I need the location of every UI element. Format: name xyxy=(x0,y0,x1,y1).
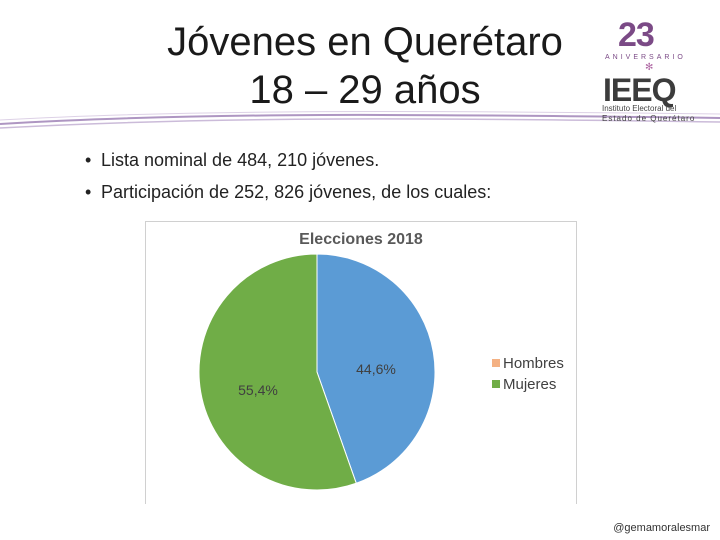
legend-swatch-mujeres xyxy=(492,380,500,388)
chart-container: Elecciones 2018 44,6% 55,4% Hombres Mujeres xyxy=(145,221,577,504)
decorative-swoosh xyxy=(0,111,720,129)
logo-institution-line-2: Estado de Querétaro xyxy=(602,114,696,123)
pie-slice-mujeres xyxy=(198,253,357,491)
bullet-text: Participación de 252, 826 jóvenes, de lo… xyxy=(101,182,492,202)
logo-institution-line-1: Instituto Electoral del xyxy=(602,104,677,113)
logo-acronym: IEEQ xyxy=(603,72,676,108)
slide-title: Jóvenes en Querétaro 18 – 29 años xyxy=(150,18,580,114)
data-label-mujeres: 55,4% xyxy=(238,382,278,398)
chart-title: Elecciones 2018 xyxy=(299,231,423,248)
bullet-list: • Lista nominal de 484, 210 jóvenes. • Par… xyxy=(85,148,491,212)
pie-chart: Elecciones 2018 44,6% 55,4% Hombres Mujeres xyxy=(198,231,564,491)
bullet-item: • Participación de 252, 826 jóvenes, de l… xyxy=(85,180,491,212)
legend-label-hombres: Hombres xyxy=(503,355,564,372)
logo-star-icon: ✻ xyxy=(645,62,654,73)
title-line-1: Jóvenes en Querétaro xyxy=(167,20,563,64)
legend-label-mujeres: Mujeres xyxy=(503,376,556,393)
footer-handle: @gemamoralesmar xyxy=(613,522,710,534)
bullet-dot-icon: • xyxy=(85,150,92,170)
title-line-2: 18 – 29 años xyxy=(249,68,481,112)
data-label-hombres: 44,6% xyxy=(356,361,396,377)
bullet-dot-icon: • xyxy=(85,182,92,202)
legend-swatch-hombres xyxy=(492,359,500,367)
logo-anniversary-text: ANIVERSARIO xyxy=(605,54,686,61)
bullet-item: • Lista nominal de 484, 210 jóvenes. xyxy=(85,148,491,180)
pie-slice-hombres xyxy=(316,253,436,484)
logo-anniversary-number: 23 xyxy=(618,16,655,54)
bullet-text: Lista nominal de 484, 210 jóvenes. xyxy=(101,150,380,170)
ieeq-logo: 23 ANIVERSARIO ✻ IEEQ Instituto Electora… xyxy=(595,14,705,124)
